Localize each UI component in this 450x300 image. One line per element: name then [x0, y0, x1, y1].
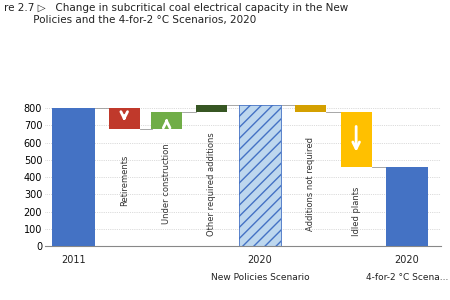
Bar [52, 108, 94, 246]
Text: Under construction: Under construction [162, 144, 171, 224]
Bar [239, 106, 281, 246]
Text: Idled plants: Idled plants [351, 187, 360, 236]
Bar [239, 106, 281, 246]
Text: New Policies Scenario: New Policies Scenario [211, 273, 309, 282]
Bar [196, 106, 227, 112]
Text: 2011: 2011 [61, 255, 86, 265]
Text: Other required additions: Other required additions [207, 132, 216, 236]
Bar [108, 108, 140, 129]
Bar [151, 112, 182, 129]
Text: 4-for-2 °C Scena...: 4-for-2 °C Scena... [366, 273, 448, 282]
Text: Additions not required: Additions not required [306, 137, 315, 231]
Text: 2020: 2020 [248, 255, 272, 265]
Text: re 2.7 ▷   Change in subcritical coal electrical capacity in the New
         Po: re 2.7 ▷ Change in subcritical coal elec… [4, 3, 349, 25]
Bar [341, 112, 372, 167]
Bar [386, 167, 428, 246]
Bar [295, 106, 326, 112]
Text: Retirements: Retirements [120, 155, 129, 206]
Text: 2020: 2020 [395, 255, 419, 265]
